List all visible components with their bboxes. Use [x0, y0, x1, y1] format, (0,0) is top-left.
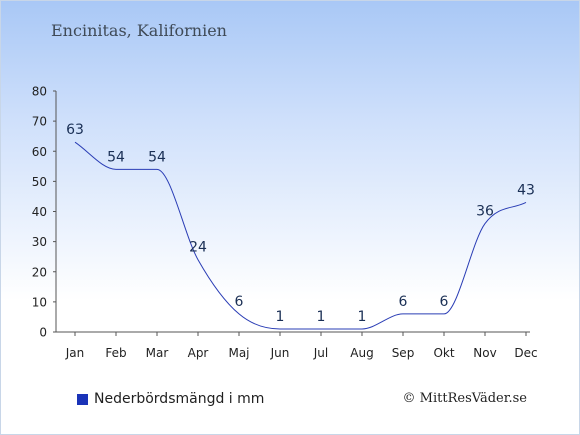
y-tick-label: 60 — [32, 145, 47, 159]
value-label: 36 — [476, 204, 494, 220]
value-label: 43 — [517, 182, 535, 198]
y-tick-label: 20 — [32, 265, 47, 279]
value-label: 63 — [66, 122, 84, 138]
y-tick-label: 70 — [32, 115, 47, 129]
x-tick-label: Jul — [313, 346, 328, 360]
value-label: 6 — [440, 294, 449, 310]
x-tick-label: Sep — [392, 346, 415, 360]
x-tick-label: Maj — [228, 346, 249, 360]
y-tick-label: 80 — [32, 85, 47, 99]
series-line-precipitation — [74, 141, 527, 330]
x-tick-label: Apr — [188, 346, 209, 360]
value-label: 54 — [107, 149, 125, 165]
value-label: 1 — [317, 309, 326, 325]
value-label: 1 — [358, 309, 367, 325]
y-tick-label: 40 — [32, 205, 47, 219]
legend-swatch — [77, 393, 88, 405]
x-tick-label: Jun — [270, 346, 290, 360]
value-label: 6 — [399, 294, 408, 310]
value-label: 1 — [276, 309, 285, 325]
x-tick-label: Okt — [433, 346, 454, 360]
x-tick-label: Nov — [473, 346, 496, 360]
y-tick-label: 50 — [32, 175, 47, 189]
axes: 0 10 20 30 40 50 60 70 80 Jan Feb Mar Apr Maj Jun Jul Au… — [32, 85, 538, 361]
credit-text: © MittResVäder.se — [402, 391, 527, 406]
x-tick-label: Mar — [146, 346, 169, 360]
y-tick-label: 0 — [39, 326, 47, 340]
value-labels: 63 54 54 24 6 1 1 1 6 6 36 43 — [66, 122, 535, 325]
value-label: 6 — [235, 294, 244, 310]
x-tick-label: Feb — [105, 346, 126, 360]
value-label: 54 — [148, 149, 166, 165]
legend-label: Nederbördsmängd i mm — [94, 391, 265, 407]
x-tick-label: Jan — [65, 346, 85, 360]
y-tick-label: 30 — [32, 235, 47, 249]
value-label: 24 — [189, 240, 207, 256]
x-tick-label: Aug — [350, 346, 373, 360]
x-tick-label: Dec — [514, 346, 537, 360]
y-tick-label: 10 — [32, 295, 47, 309]
legend: Nederbördsmängd i mm — [77, 391, 264, 407]
chart-title: Encinitas, Kalifornien — [51, 21, 227, 40]
